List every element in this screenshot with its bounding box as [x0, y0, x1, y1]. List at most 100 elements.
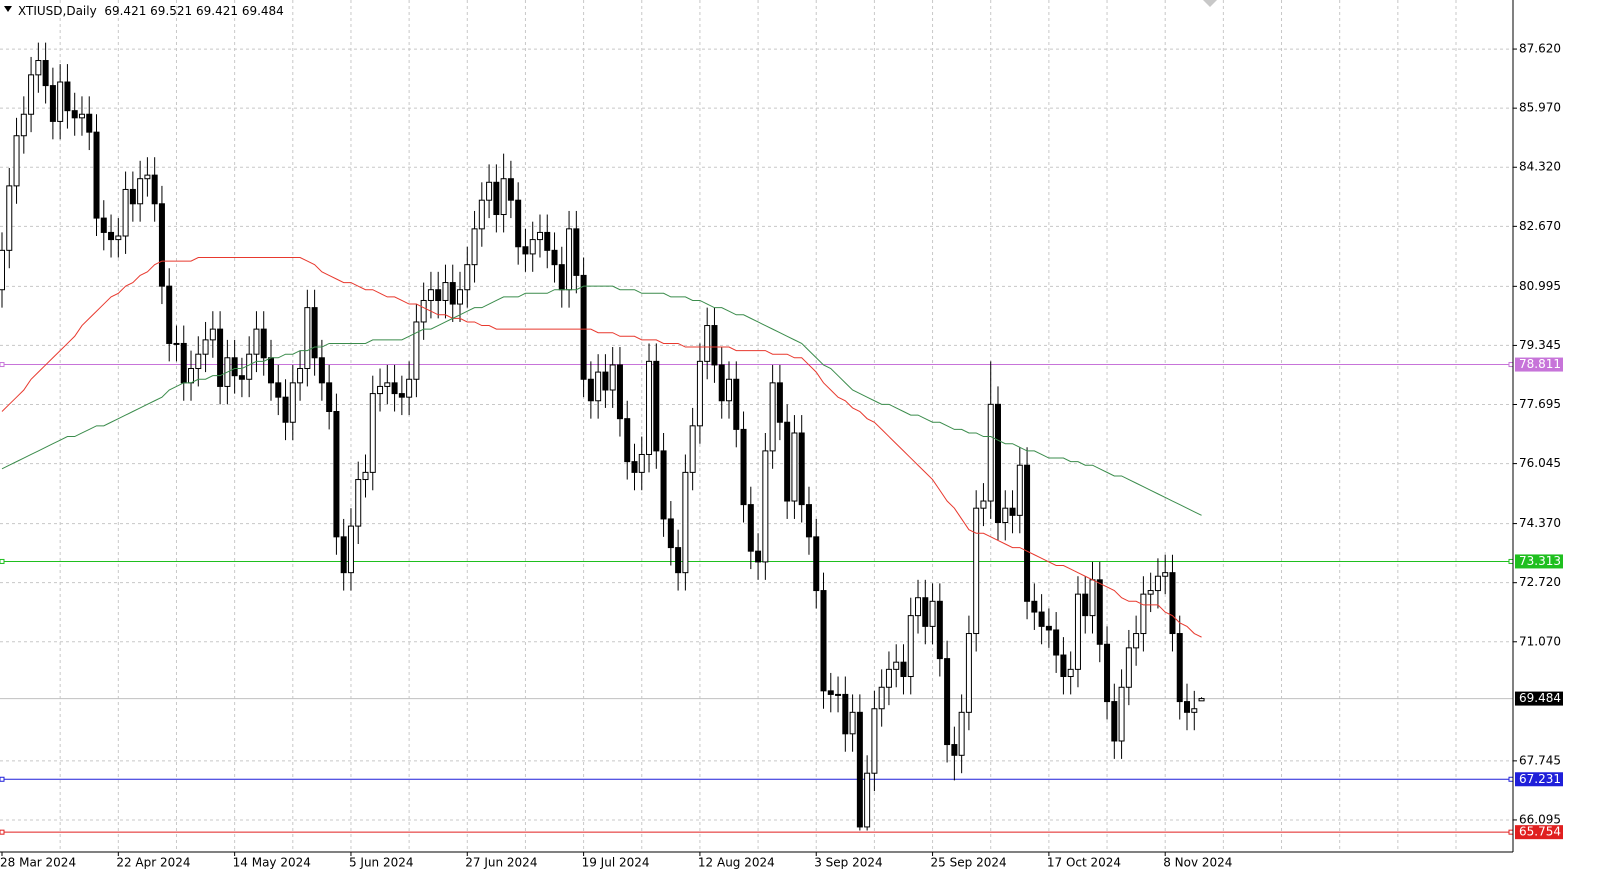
candle-body	[1198, 698, 1205, 702]
candle-body	[835, 693, 842, 696]
candle-body	[71, 110, 78, 119]
candle-body	[478, 199, 485, 230]
candle-body	[108, 231, 115, 241]
candle-body	[944, 658, 951, 746]
current-price-label: 69.484	[1519, 691, 1561, 705]
candle-body	[471, 228, 478, 266]
candle-body	[609, 364, 616, 391]
candle-body	[1133, 633, 1140, 649]
candle-body	[64, 81, 71, 112]
candle-body	[1104, 643, 1111, 703]
x-tick-label: 22 Apr 2024	[116, 856, 190, 870]
x-tick-label: 5 Jun 2024	[349, 856, 414, 870]
candle-body	[551, 249, 558, 266]
level-label: 73.313	[1519, 554, 1561, 568]
candle-body	[1140, 593, 1147, 635]
candle-body	[994, 403, 1001, 524]
candle-body	[304, 307, 311, 370]
y-tick-label: 85.970	[1519, 101, 1561, 115]
candle-body	[275, 382, 282, 398]
candle-body	[1045, 625, 1052, 631]
candle-body	[57, 81, 64, 122]
candle-body	[100, 217, 107, 233]
candle-body	[326, 382, 333, 412]
candle-body	[427, 289, 434, 301]
y-tick-label: 67.745	[1519, 753, 1561, 767]
candle-body	[420, 299, 427, 323]
candle-body	[980, 500, 987, 509]
symbol-title: XTIUSD,Daily	[18, 4, 97, 18]
candle-body	[318, 357, 325, 384]
candle-body	[6, 185, 13, 251]
candle-body	[573, 228, 580, 276]
y-tick-label: 72.720	[1519, 575, 1561, 589]
candle-body	[78, 113, 85, 119]
candle-body	[0, 249, 5, 291]
candle-body	[864, 772, 871, 828]
candle-body	[704, 325, 711, 362]
candle-body	[464, 264, 471, 291]
candle-body	[158, 203, 165, 287]
candle-body	[260, 328, 267, 359]
level-marker	[0, 829, 5, 835]
candle-body	[529, 239, 536, 255]
candle-body	[406, 378, 413, 398]
candle-body	[820, 590, 827, 692]
y-tick-label: 71.070	[1519, 634, 1561, 648]
ohlc-open: 69.421	[104, 4, 146, 18]
candle-body	[122, 188, 129, 237]
candle-body	[398, 393, 405, 398]
candle-body	[493, 181, 500, 216]
candle-body	[660, 450, 667, 520]
candle-body	[507, 178, 514, 201]
y-tick-label: 79.345	[1519, 338, 1561, 352]
candle-body	[1053, 629, 1060, 656]
candle-body	[253, 328, 260, 355]
menu-arrow[interactable]	[4, 6, 12, 12]
candle-body	[900, 661, 907, 678]
candle-body	[238, 375, 245, 380]
x-tick-label: 17 Oct 2024	[1047, 856, 1121, 870]
x-tick-label: 25 Sep 2024	[931, 856, 1007, 870]
candle-body	[500, 178, 507, 216]
level-marker	[0, 558, 5, 564]
candle-body	[638, 453, 645, 473]
level-label-box	[1515, 772, 1563, 787]
candle-body	[682, 471, 689, 574]
candle-body	[776, 382, 783, 423]
level-marker	[0, 776, 5, 782]
candle-body	[1024, 464, 1031, 602]
candle-body	[486, 181, 493, 201]
candle-body	[1169, 572, 1176, 635]
candle-body	[1147, 590, 1154, 595]
level-label: 67.231	[1519, 772, 1561, 786]
x-tick-label: 8 Nov 2024	[1163, 856, 1232, 870]
ohlc-high: 69.521	[150, 4, 192, 18]
candle-body	[311, 307, 318, 359]
candle-body	[718, 364, 725, 402]
candle-body	[595, 371, 602, 402]
ohlc-low: 69.421	[196, 4, 238, 18]
moving-average-line	[1, 285, 1202, 516]
candle-body	[536, 231, 543, 241]
level-label: 65.754	[1519, 825, 1561, 839]
candle-body	[987, 403, 994, 502]
candle-body	[217, 328, 224, 387]
candle-body	[616, 364, 623, 420]
candle-body	[355, 479, 362, 527]
candle-body	[798, 432, 805, 506]
candle-body	[129, 188, 136, 205]
level-marker	[1508, 776, 1514, 782]
candle-body	[747, 504, 754, 552]
chart-layer	[0, 0, 1514, 852]
candle-body	[849, 711, 856, 735]
candle-body	[195, 353, 202, 370]
candle-body	[1067, 668, 1074, 678]
candle-body	[696, 360, 703, 427]
candle-body	[871, 708, 878, 774]
candle-body	[42, 60, 49, 87]
x-tick-label: 28 Mar 2024	[0, 856, 76, 870]
candle-body	[1002, 507, 1009, 524]
candle-body	[675, 547, 682, 574]
